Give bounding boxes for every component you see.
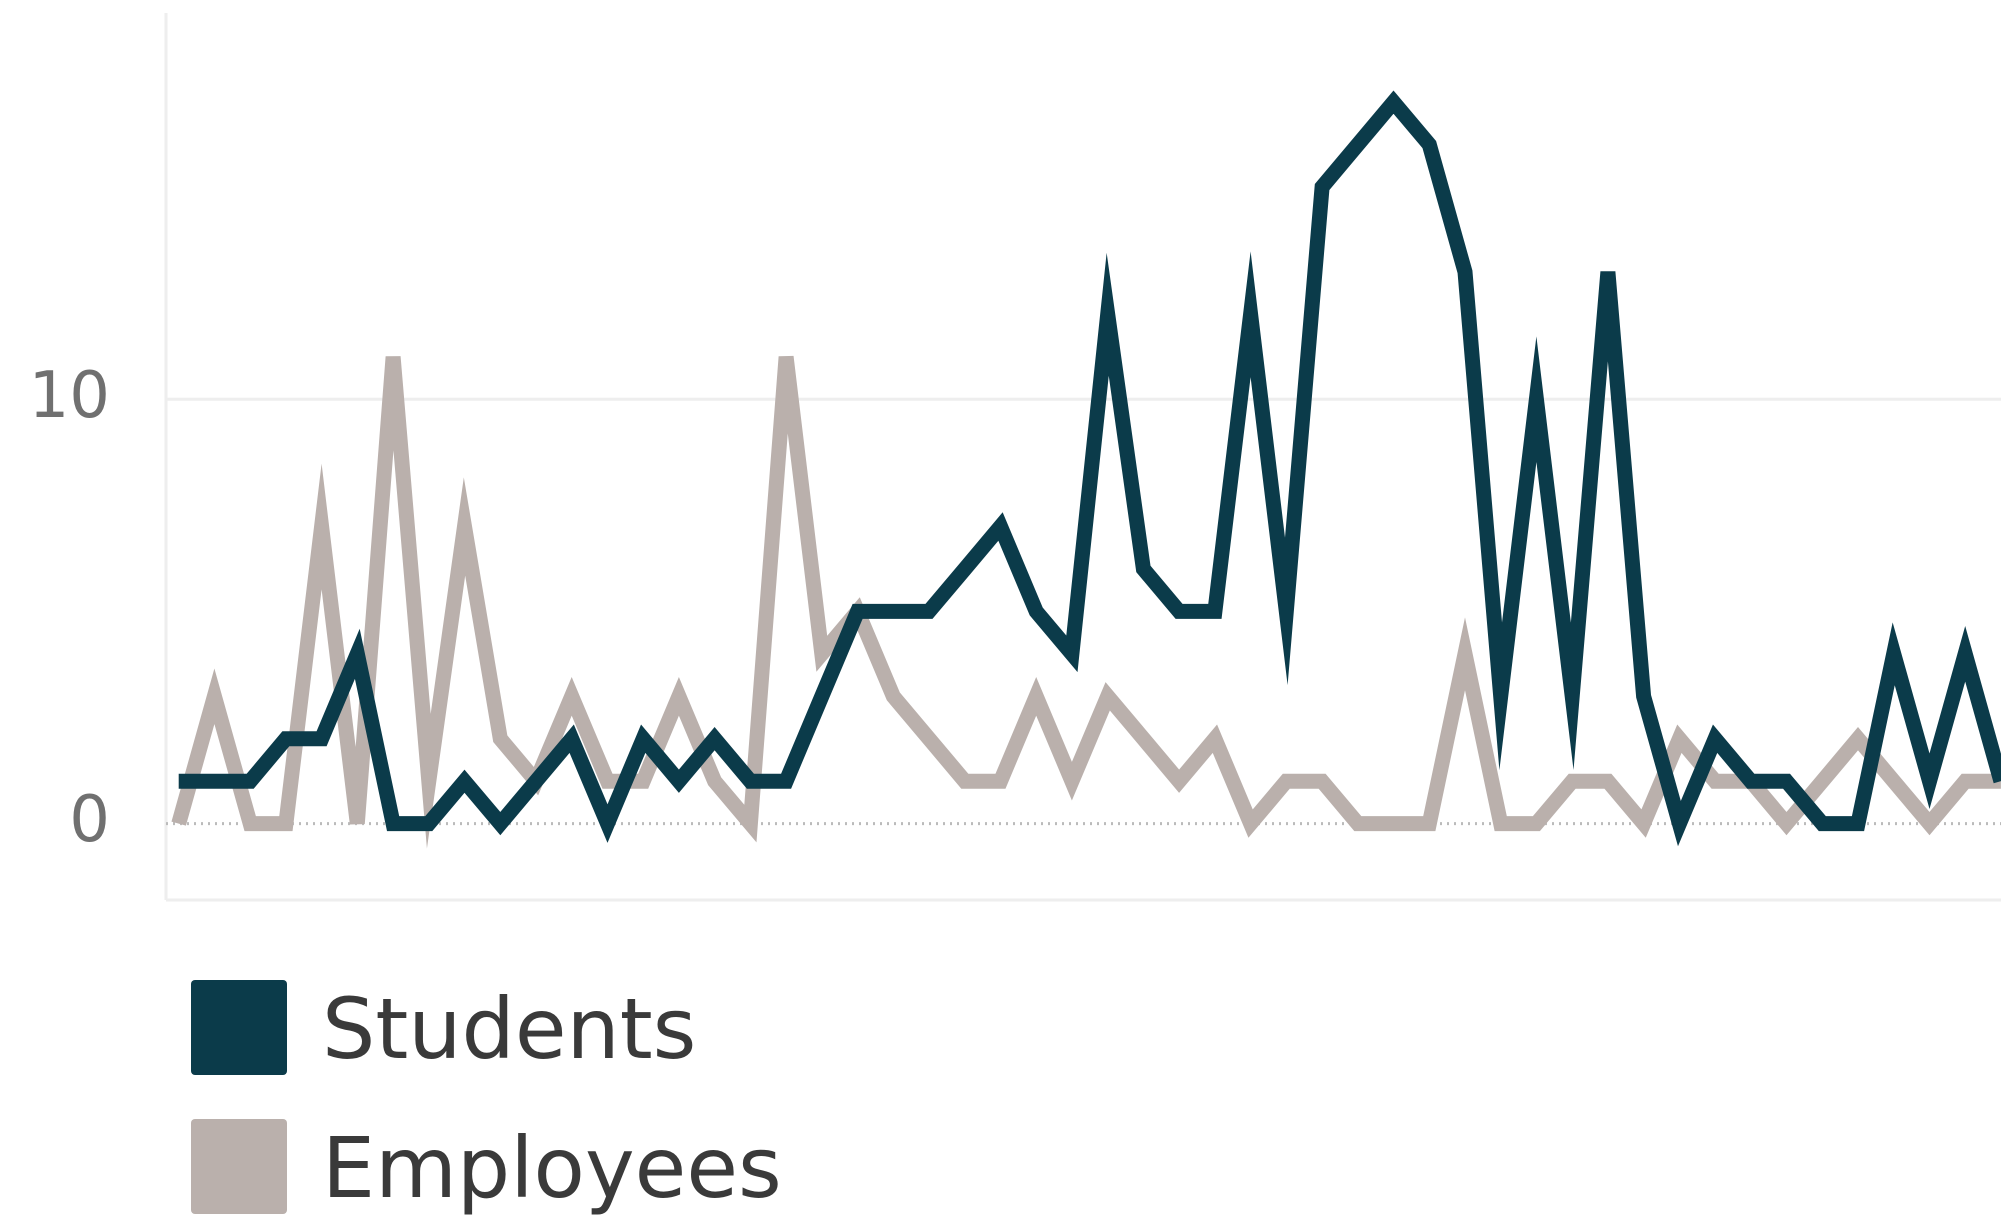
legend-swatch <box>191 980 287 1075</box>
legend-swatch <box>191 1119 287 1214</box>
series-line <box>178 90 2001 847</box>
y-tick-label: 0 <box>69 783 110 857</box>
legend-label: Employees <box>322 1119 782 1217</box>
y-tick-label: 10 <box>29 359 110 433</box>
series-line <box>171 355 2001 849</box>
legend-label: Students <box>322 980 696 1078</box>
